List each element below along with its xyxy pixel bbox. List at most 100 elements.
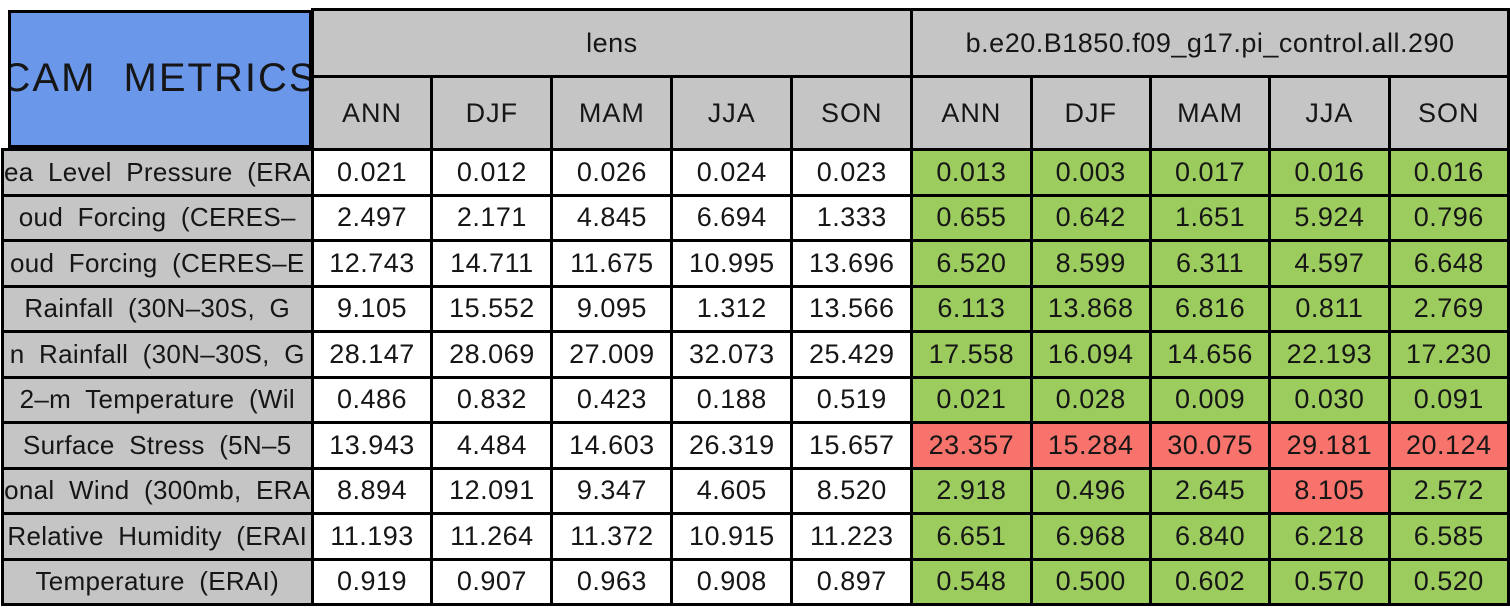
table-row: Surface Stress (5N–5 13.943 4.484 14.603 26.…: [1, 421, 1510, 470]
lens-value-cell: 0.908: [670, 557, 794, 606]
control-value-cell-bad: 8.105: [1268, 466, 1391, 515]
control-value-cell-bad: 15.284: [1029, 421, 1152, 470]
season-header-lens-djf: DJF: [430, 75, 554, 151]
control-value-cell-good: 0.030: [1268, 375, 1391, 424]
season-header-lens-son: SON: [790, 75, 914, 151]
control-value-cell-good: 0.570: [1268, 557, 1391, 606]
row-label: onal Wind (300mb, ERA: [1, 466, 314, 515]
lens-value-cell: 0.021: [310, 148, 434, 197]
table-row: 2–m Temperature (Wil 0.486 0.832 0.423 0.188…: [1, 375, 1510, 424]
lens-value-cell: 12.091: [430, 466, 554, 515]
lens-value-cell: 32.073: [670, 330, 794, 379]
table-row: n Rainfall (30N–30S, G 28.147 28.069 27.009…: [1, 330, 1510, 379]
lens-value-cell: 0.832: [430, 375, 554, 424]
lens-value-cell: 2.171: [430, 193, 554, 242]
lens-value-cell: 0.188: [670, 375, 794, 424]
lens-value-cell: 0.897: [790, 557, 914, 606]
control-value-cell-good: 2.918: [910, 466, 1033, 515]
control-value-cell-good: 0.500: [1029, 557, 1152, 606]
lens-value-cell: 14.603: [550, 421, 674, 470]
row-label: Rainfall (30N–30S, G: [1, 284, 314, 333]
control-value-cell-bad: 29.181: [1268, 421, 1391, 470]
table-row: onal Wind (300mb, ERA 8.894 12.091 9.347 4.6…: [1, 466, 1510, 515]
control-value-cell-good: 0.655: [910, 193, 1033, 242]
control-value-cell-good: 0.091: [1387, 375, 1510, 424]
control-value-cell-good: 22.193: [1268, 330, 1391, 379]
lens-value-cell: 13.566: [790, 284, 914, 333]
lens-value-cell: 0.012: [430, 148, 554, 197]
control-value-cell-good: 0.013: [910, 148, 1033, 197]
control-value-cell-bad: 20.124: [1387, 421, 1510, 470]
row-label: Temperature (ERAI): [1, 557, 314, 606]
lens-value-cell: 15.552: [430, 284, 554, 333]
lens-value-cell: 0.023: [790, 148, 914, 197]
lens-value-cell: 11.193: [310, 512, 434, 561]
lens-value-cell: 13.696: [790, 239, 914, 288]
control-value-cell-good: 2.645: [1148, 466, 1272, 515]
lens-value-cell: 14.711: [430, 239, 554, 288]
lens-value-cell: 0.919: [310, 557, 434, 606]
control-value-cell-good: 2.769: [1387, 284, 1510, 333]
season-header-lens-ann: ANN: [310, 75, 434, 151]
lens-value-cell: 13.943: [310, 421, 434, 470]
season-header-control-ann: ANN: [910, 75, 1033, 151]
lens-value-cell: 0.907: [430, 557, 554, 606]
lens-value-cell: 0.519: [790, 375, 914, 424]
lens-value-cell: 10.995: [670, 239, 794, 288]
table-row: oud Forcing (CERES–E 12.743 14.711 11.675 10…: [1, 239, 1510, 288]
lens-value-cell: 4.484: [430, 421, 554, 470]
control-value-cell-good: 1.651: [1148, 193, 1272, 242]
table-row: Rainfall (30N–30S, G 9.105 15.552 9.095 1.31…: [1, 284, 1510, 333]
row-label: Surface Stress (5N–5: [1, 421, 314, 470]
lens-value-cell: 0.423: [550, 375, 674, 424]
control-value-cell-good: 4.597: [1268, 239, 1391, 288]
control-value-cell-good: 0.016: [1268, 148, 1391, 197]
lens-value-cell: 11.675: [550, 239, 674, 288]
control-value-cell-good: 2.572: [1387, 466, 1510, 515]
control-value-cell-good: 6.218: [1268, 512, 1391, 561]
lens-value-cell: 11.372: [550, 512, 674, 561]
lens-value-cell: 9.347: [550, 466, 674, 515]
lens-value-cell: 6.694: [670, 193, 794, 242]
control-value-cell-bad: 30.075: [1148, 421, 1272, 470]
control-value-cell-good: 5.924: [1268, 193, 1391, 242]
control-value-cell-good: 0.496: [1029, 466, 1152, 515]
table-row: oud Forcing (CERES– 2.497 2.171 4.845 6.694 1…: [1, 193, 1510, 242]
lens-value-cell: 1.333: [790, 193, 914, 242]
control-value-cell-good: 6.311: [1148, 239, 1272, 288]
control-value-cell-good: 0.548: [910, 557, 1033, 606]
control-value-cell-good: 6.520: [910, 239, 1033, 288]
lens-value-cell: 0.026: [550, 148, 674, 197]
control-value-cell-good: 6.648: [1387, 239, 1510, 288]
table-title-cell: CAM METRICS: [3, 9, 313, 150]
lens-value-cell: 4.845: [550, 193, 674, 242]
lens-value-cell: 9.105: [310, 284, 434, 333]
control-value-cell-good: 0.009: [1148, 375, 1272, 424]
table-row: Relative Humidity (ERAI 11.193 11.264 11.37…: [1, 512, 1510, 561]
control-value-cell-good: 6.968: [1029, 512, 1152, 561]
lens-value-cell: 4.605: [670, 466, 794, 515]
control-value-cell-good: 0.021: [910, 375, 1033, 424]
row-label: n Rainfall (30N–30S, G: [1, 330, 314, 379]
lens-value-cell: 2.497: [310, 193, 434, 242]
control-value-cell-good: 17.230: [1387, 330, 1510, 379]
lens-value-cell: 15.657: [790, 421, 914, 470]
control-value-cell-good: 0.520: [1387, 557, 1510, 606]
control-value-cell-good: 0.028: [1029, 375, 1152, 424]
control-value-cell-good: 8.599: [1029, 239, 1152, 288]
lens-value-cell: 8.520: [790, 466, 914, 515]
row-label: ea Level Pressure (ERA: [1, 148, 314, 197]
season-header-row: ANN DJF MAM JJA SON ANN DJF MAM JJA SON: [3, 75, 1510, 151]
group-header-pi-control-case: b.e20.B1850.f09_g17.pi_control.all.290: [910, 8, 1510, 78]
control-value-cell-good: 0.003: [1029, 148, 1152, 197]
control-value-cell-good: 6.840: [1148, 512, 1272, 561]
page-title: CAM METRICS: [7, 9, 312, 148]
lens-value-cell: 26.319: [670, 421, 794, 470]
control-value-cell-good: 0.811: [1268, 284, 1391, 333]
lens-value-cell: 12.743: [310, 239, 434, 288]
lens-value-cell: 1.312: [670, 284, 794, 333]
season-header-control-jja: JJA: [1268, 75, 1391, 151]
lens-value-cell: 28.069: [430, 330, 554, 379]
season-header-control-mam: MAM: [1148, 75, 1272, 151]
season-header-lens-mam: MAM: [550, 75, 674, 151]
